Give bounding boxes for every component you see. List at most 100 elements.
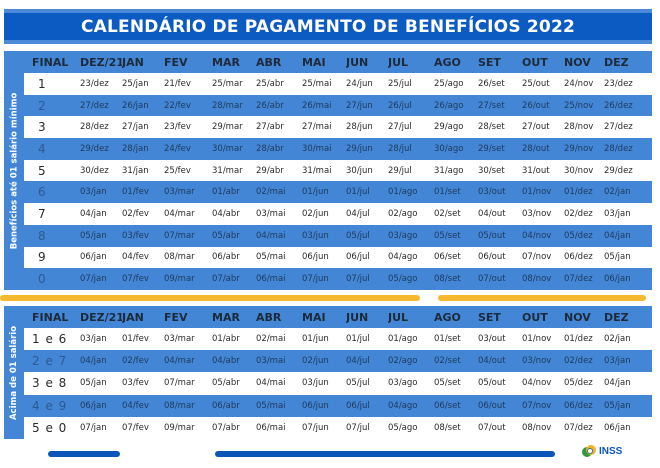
payment-date-cell: 03/jun	[302, 230, 329, 241]
payment-date-cell: 04/nov	[522, 230, 552, 241]
payment-date-cell: 30/set	[478, 165, 505, 176]
table-row: 5 30/dez 31/jan 25/fev 31/mar 29/abr 31/mai 30/…	[24, 159, 652, 182]
payment-date-cell: 04/jul	[346, 356, 370, 367]
column-header: JAN	[122, 55, 144, 69]
payment-date-cell: 28/jan	[122, 143, 149, 154]
payment-date-cell: 01/set	[434, 187, 461, 198]
payment-date-cell: 27/abr	[256, 122, 284, 133]
payment-date-cell: 28/set	[478, 122, 505, 133]
payment-date-cell: 06/out	[478, 400, 506, 411]
payment-date-cell: 01/jun	[302, 187, 329, 198]
payment-date-cell: 07/jul	[346, 422, 370, 433]
payment-date-cell: 08/mar	[164, 252, 195, 263]
payment-date-cell: 26/mai	[302, 100, 332, 111]
table-row: 0 07/jan 07/fev 09/mar 07/abr 06/mai 07/jun 07/…	[24, 268, 652, 290]
payment-date-cell: 06/jul	[346, 252, 370, 263]
section-up-to-minimum-wage: Benefícios até 01 salário mínimo FINAL DE…	[4, 51, 652, 290]
payment-date-cell: 25/mai	[302, 78, 332, 89]
column-header: NOV	[564, 310, 591, 324]
payment-date-cell: 06/jan	[604, 422, 631, 433]
payment-date-cell: 25/jan	[122, 78, 149, 89]
payment-date-cell: 26/set	[478, 78, 505, 89]
payment-date-cell: 07/jun	[302, 274, 329, 285]
payment-date-cell: 07/jan	[80, 422, 107, 433]
payment-date-cell: 06/set	[434, 252, 461, 263]
payment-date-cell: 28/nov	[564, 122, 594, 133]
payment-date-cell: 05/dez	[564, 230, 593, 241]
payment-date-cell: 27/dez	[604, 122, 633, 133]
payment-date-cell: 31/out	[522, 165, 550, 176]
payment-date-cell: 05/mai	[256, 400, 286, 411]
payment-date-cell: 07/fev	[122, 422, 149, 433]
inss-logo-icon	[582, 445, 596, 457]
payment-date-cell: 29/abr	[256, 165, 284, 176]
payment-date-cell: 03/jan	[80, 334, 107, 345]
payment-date-cell: 09/mar	[164, 274, 195, 285]
payment-date-cell: 02/dez	[564, 208, 593, 219]
payment-date-cell: 01/ago	[388, 187, 418, 198]
payment-date-cell: 27/jan	[122, 122, 149, 133]
payment-date-cell: 24/nov	[564, 78, 594, 89]
payment-date-cell: 04/mar	[164, 356, 195, 367]
payment-date-cell: 07/jul	[346, 274, 370, 285]
column-header: JUN	[346, 55, 369, 69]
payment-date-cell: 06/set	[434, 400, 461, 411]
payment-date-cell: 25/fev	[164, 165, 191, 176]
payment-date-cell: 06/jul	[346, 400, 370, 411]
payment-date-cell: 30/ago	[434, 143, 464, 154]
payment-date-cell: 31/mai	[302, 165, 332, 176]
payment-date-cell: 08/nov	[522, 422, 552, 433]
final-digit-cell: 3	[38, 120, 46, 135]
payment-date-cell: 06/jan	[80, 252, 107, 263]
payment-date-cell: 07/nov	[522, 252, 552, 263]
payment-date-cell: 05/ago	[388, 274, 418, 285]
payment-date-cell: 01/jul	[346, 187, 370, 198]
side-label-text: Benefícios até 01 salário mínimo	[9, 92, 20, 249]
payment-date-cell: 04/jan	[604, 230, 631, 241]
payment-date-cell: 04/fev	[122, 252, 149, 263]
payment-date-cell: 07/jun	[302, 422, 329, 433]
payment-date-cell: 05/abr	[212, 378, 240, 389]
section-above-minimum-wage: Acima de 01 salário FINAL DEZ/21 JAN FEV MAR…	[4, 306, 652, 439]
payment-date-cell: 03/out	[478, 334, 506, 345]
payment-date-cell: 05/mai	[256, 252, 286, 263]
payment-date-cell: 01/nov	[522, 187, 552, 198]
payment-date-cell: 03/jun	[302, 378, 329, 389]
column-header: OUT	[522, 55, 548, 69]
final-digit-cell: 1	[38, 76, 46, 91]
payment-date-cell: 05/ago	[388, 422, 418, 433]
payment-date-cell: 06/out	[478, 252, 506, 263]
payment-date-cell: 23/fev	[164, 122, 191, 133]
payment-date-cell: 02/fev	[122, 356, 149, 367]
payment-date-cell: 29/dez	[604, 165, 633, 176]
payment-date-cell: 03/mai	[256, 208, 286, 219]
payment-date-cell: 21/fev	[164, 78, 191, 89]
payment-date-cell: 01/jun	[302, 334, 329, 345]
payment-date-cell: 07/abr	[212, 274, 240, 285]
payment-date-cell: 02/jun	[302, 356, 329, 367]
payment-date-cell: 07/out	[478, 274, 506, 285]
column-header: FINAL	[32, 55, 69, 69]
payment-date-cell: 01/fev	[122, 334, 149, 345]
payment-date-cell: 05/jan	[604, 400, 631, 411]
payment-date-cell: 07/abr	[212, 422, 240, 433]
final-digit-cell: 4	[38, 141, 46, 156]
payment-date-cell: 03/mar	[164, 187, 195, 198]
payment-date-cell: 04/fev	[122, 400, 149, 411]
payment-date-cell: 05/out	[478, 230, 506, 241]
payment-date-cell: 30/mai	[302, 143, 332, 154]
table-row: 6 03/jan 01/fev 03/mar 01/abr 02/mai 01/jun 01/…	[24, 181, 652, 204]
payment-date-cell: 05/jan	[80, 230, 107, 241]
column-header: DEZ/21	[80, 310, 122, 324]
payment-date-cell: 29/dez	[80, 143, 109, 154]
inss-logo: INSS	[582, 445, 622, 457]
column-header: MAI	[302, 310, 326, 324]
payment-date-cell: 04/mai	[256, 230, 286, 241]
payment-date-cell: 07/out	[478, 422, 506, 433]
payment-date-cell: 04/abr	[212, 208, 240, 219]
final-digit-cell: 6	[38, 185, 46, 200]
payment-date-cell: 02/jan	[604, 334, 631, 345]
payment-date-cell: 26/ago	[434, 100, 464, 111]
final-digit-cell: 4 e 9	[32, 398, 68, 413]
table-row: 1 23/dez 25/jan 21/fev 25/mar 25/abr 25/mai 24/…	[24, 73, 652, 95]
